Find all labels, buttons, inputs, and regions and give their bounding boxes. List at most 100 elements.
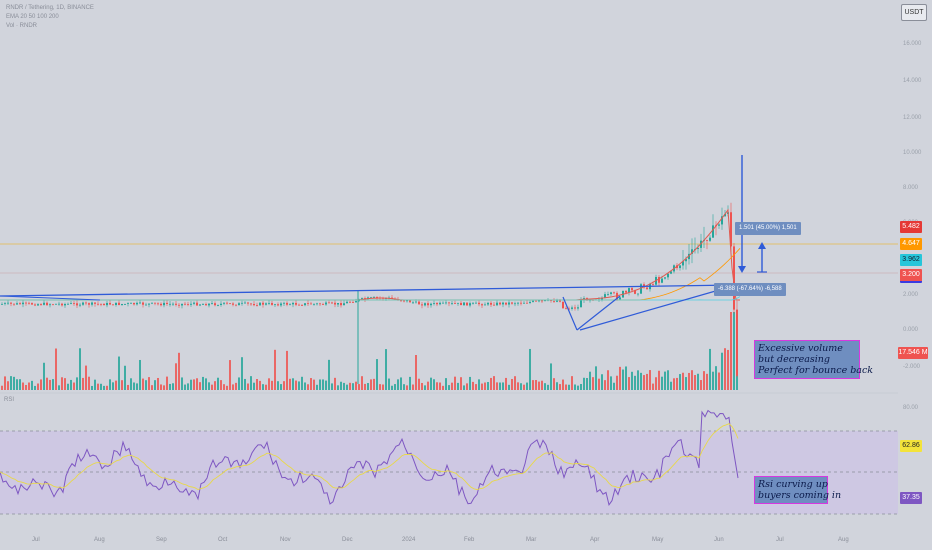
- volume-bar: [316, 384, 318, 390]
- volume-bar: [598, 378, 600, 390]
- volume-legend[interactable]: Vol · RNDR: [6, 23, 38, 29]
- volume-bar: [613, 382, 615, 390]
- candle-body: [223, 302, 225, 304]
- rsi-ma-line: [0, 423, 739, 491]
- volume-bar: [484, 382, 486, 390]
- candle-body: [340, 303, 342, 306]
- candle-body: [1, 303, 3, 305]
- volume-bar: [691, 370, 693, 390]
- volume-bar: [526, 382, 528, 390]
- candle-body: [46, 302, 48, 306]
- time-axis-label: 2024: [402, 537, 416, 543]
- volume-bar: [541, 380, 543, 390]
- candle-body: [28, 302, 30, 304]
- candle-body: [436, 303, 438, 305]
- arrow-long: [579, 285, 734, 331]
- candle-body: [259, 302, 261, 306]
- volume-bar: [178, 352, 180, 390]
- volume-bar: [595, 366, 597, 390]
- volume-bar: [259, 380, 261, 390]
- candle-body: [376, 297, 378, 298]
- candle-body: [448, 302, 450, 304]
- volume-bar: [52, 379, 54, 390]
- volume-bar: [424, 385, 426, 390]
- volume-bar: [517, 382, 519, 390]
- volume-bar: [661, 376, 663, 390]
- volume-bar: [508, 384, 510, 390]
- volume-bar: [85, 365, 87, 390]
- volume-bar: [286, 350, 288, 390]
- volume-bar: [610, 376, 612, 390]
- volume-bar: [709, 348, 711, 390]
- volume-bar: [583, 377, 585, 390]
- candle-body: [124, 303, 126, 305]
- candle-body: [241, 302, 243, 304]
- time-axis-label: Sep: [156, 537, 167, 543]
- candle-body: [316, 303, 318, 305]
- candle-body: [196, 302, 198, 306]
- volume-bar: [346, 384, 348, 390]
- volume-bar: [361, 376, 363, 390]
- currency-button[interactable]: USDT: [901, 4, 927, 21]
- candle-body: [493, 304, 495, 306]
- volume-bar: [547, 384, 549, 390]
- volume-bar: [400, 377, 402, 390]
- candle-body: [52, 304, 54, 306]
- volume-bar: [562, 379, 564, 390]
- price-axis-label: 8.000: [903, 185, 919, 191]
- volume-bar: [427, 381, 429, 390]
- volume-bar: [715, 366, 717, 390]
- candle-body: [322, 304, 324, 306]
- volume-bar: [607, 370, 609, 390]
- candle-body: [355, 301, 357, 303]
- volume-bar: [463, 385, 465, 390]
- volume-bar: [532, 380, 534, 390]
- volume-bar: [331, 383, 333, 390]
- candle-body: [256, 305, 258, 306]
- volume-bar: [223, 384, 225, 390]
- candle-body: [94, 302, 96, 304]
- candle-body: [664, 277, 666, 279]
- candle-body: [142, 302, 144, 305]
- arrow-v-right: [576, 295, 621, 331]
- ema-legend[interactable]: EMA 20 50 100 200: [6, 14, 59, 20]
- symbol-legend[interactable]: RNDR / Tethering, 1D, BINANCE: [6, 5, 94, 11]
- volume-bar: [646, 373, 648, 390]
- candle-body: [34, 304, 36, 306]
- candle-body: [325, 302, 327, 305]
- volume-bar: [307, 384, 309, 390]
- candle-body: [184, 303, 186, 305]
- volume-bar: [97, 383, 99, 390]
- rsi-ma-badge: 62.86: [900, 440, 922, 452]
- candle-body: [553, 300, 555, 302]
- volume-bar: [340, 381, 342, 390]
- candle-body: [736, 309, 738, 376]
- volume-bar: [679, 374, 681, 390]
- candle-body: [535, 300, 537, 302]
- candle-body: [613, 292, 615, 294]
- volume-bar: [61, 377, 63, 390]
- volume-bar: [535, 380, 537, 390]
- volume-bar: [730, 312, 732, 390]
- volume-bar: [136, 383, 138, 390]
- volume-bar: [217, 377, 219, 390]
- volume-bar: [442, 385, 444, 390]
- volume-bar: [121, 380, 123, 390]
- volume-bar: [232, 384, 234, 390]
- candle-body: [139, 302, 141, 304]
- candle-body: [301, 305, 303, 306]
- candle-body: [403, 300, 405, 302]
- candle-body: [136, 302, 138, 305]
- volume-bar: [184, 384, 186, 390]
- volume-bar: [310, 378, 312, 390]
- candle-body: [70, 303, 72, 305]
- candle-body: [172, 303, 174, 305]
- volume-bar: [157, 377, 159, 390]
- volume-badge: 17.546 M: [898, 347, 928, 359]
- volume-bar: [649, 370, 651, 390]
- candle-body: [637, 293, 639, 295]
- volume-bar: [712, 371, 714, 390]
- volume-bar: [100, 383, 102, 390]
- rsi-legend[interactable]: RSI: [4, 397, 15, 403]
